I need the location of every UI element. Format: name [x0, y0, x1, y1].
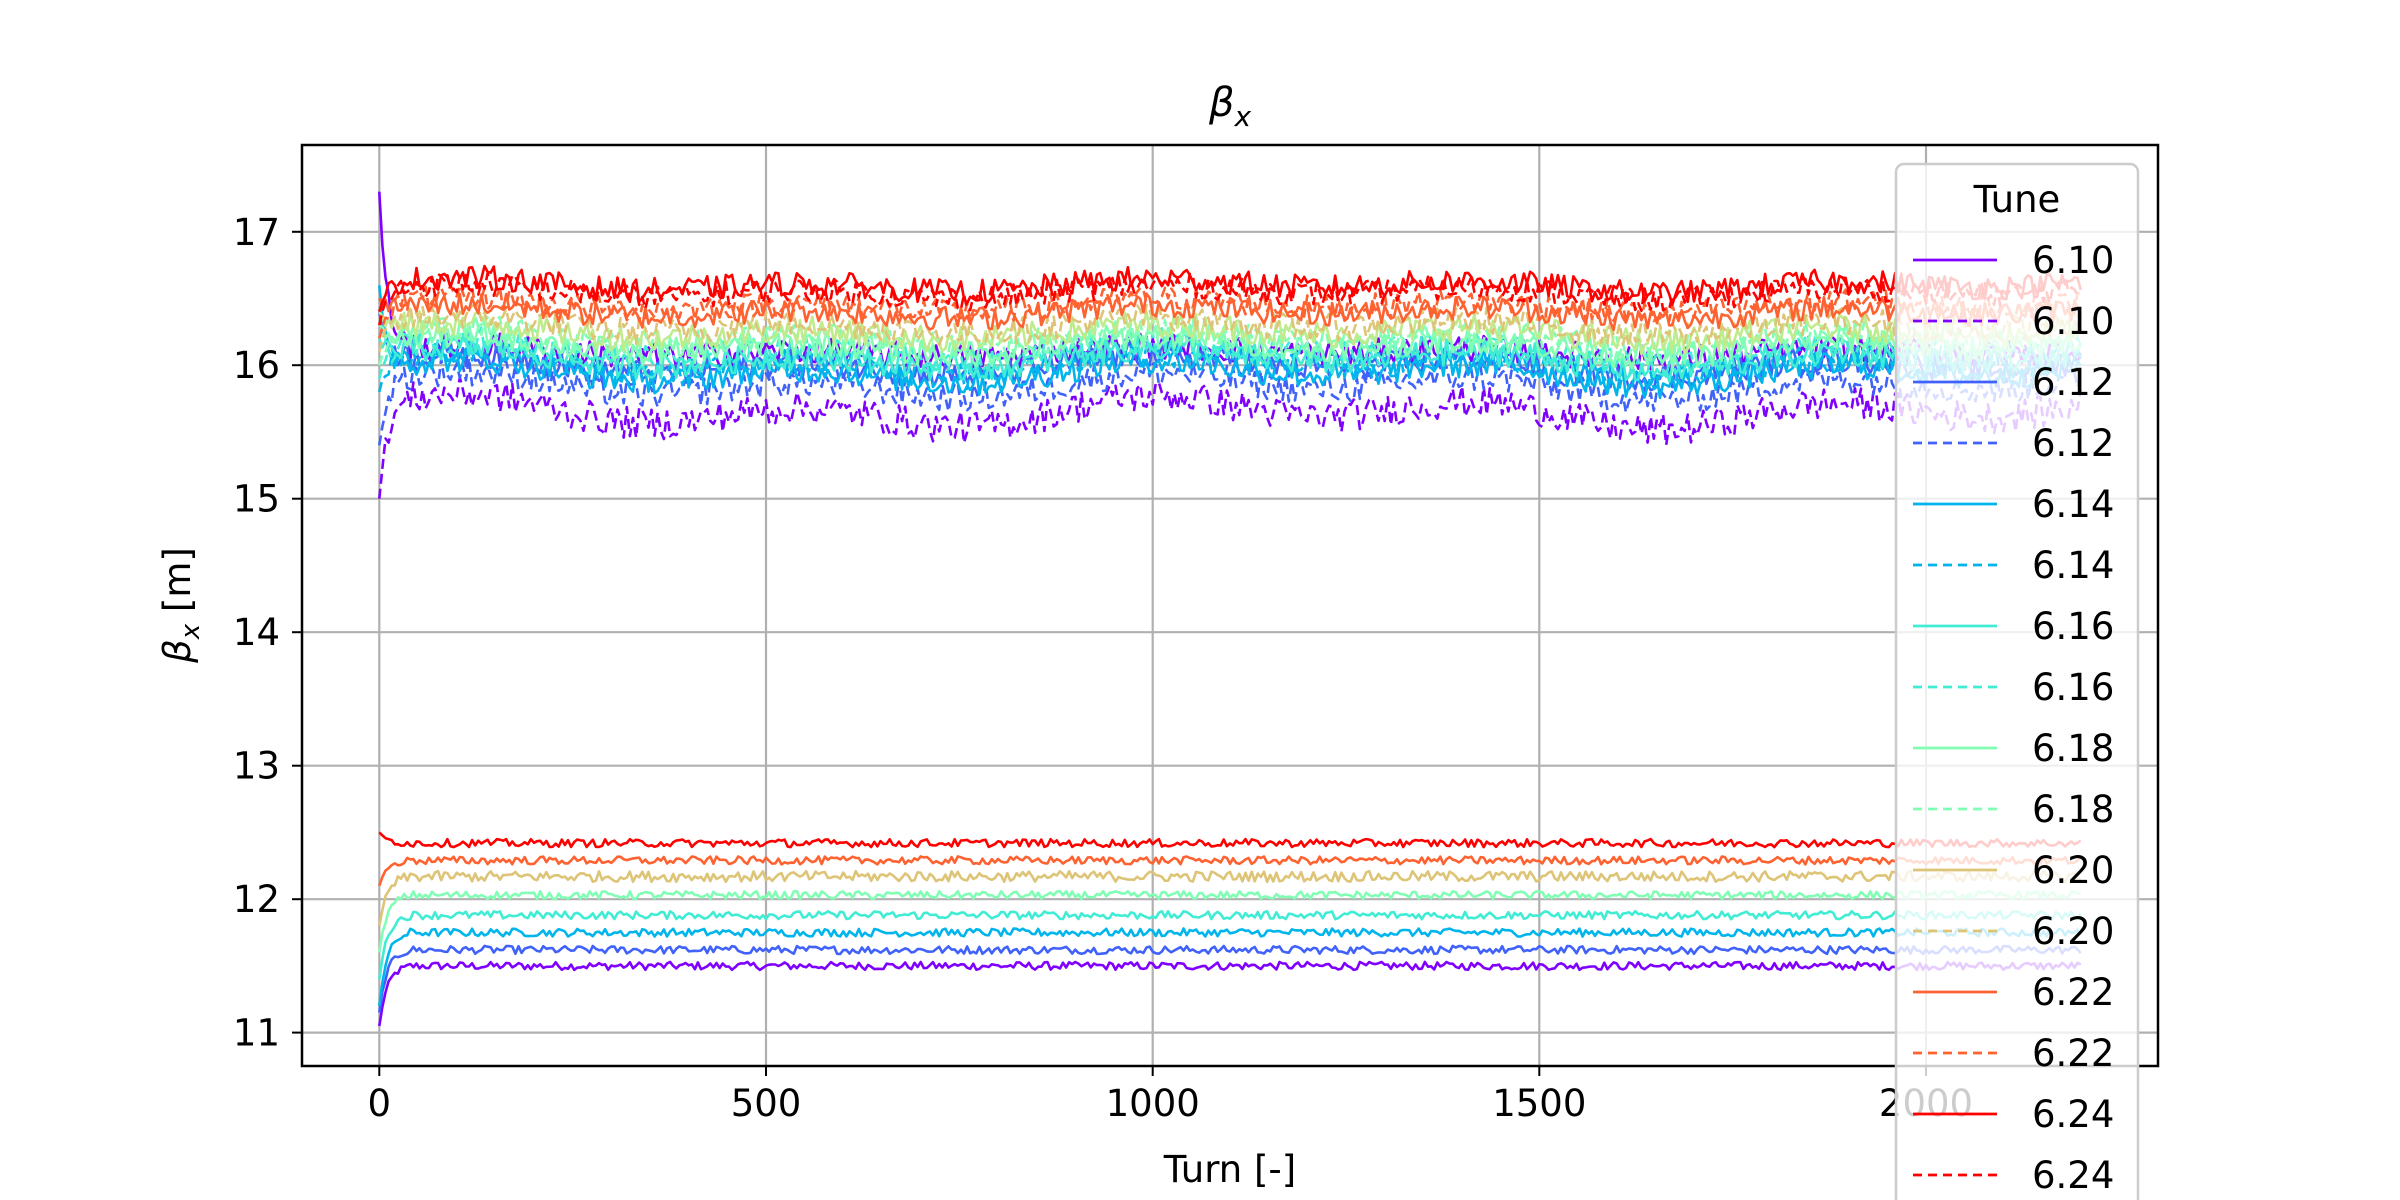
series-line-lower-6-16	[378, 909, 2082, 980]
legend-label: 6.12	[2032, 361, 2114, 404]
legend-box	[1894, 162, 2140, 1200]
legend-label: 6.16	[2032, 605, 2114, 648]
legend-label: 6.14	[2032, 544, 2114, 587]
series-line-lower-6-18	[378, 889, 2082, 953]
axis-ticks: 050010001500200011121314151617	[233, 211, 1973, 1125]
legend-label: 6.22	[2032, 971, 2114, 1014]
legend-label: 6.10	[2032, 300, 2114, 343]
legend-label: 6.12	[2032, 422, 2114, 465]
y-tick-label: 15	[233, 478, 280, 521]
series-line-lower-6-10	[378, 960, 2082, 1027]
legend-items: 6.10 6.10 6.12 6.12 6.14 6.14 6.16 6.16 6.18 6.18…	[1913, 239, 2114, 1197]
y-tick-label: 11	[233, 1012, 280, 1055]
x-tick-label: 1500	[1492, 1082, 1586, 1125]
chart-title-subscript: x	[1233, 100, 1251, 133]
y-axis-label: βx [m]	[156, 547, 206, 664]
y-axis-label-subscript: x	[176, 623, 206, 640]
legend-label: 6.14	[2032, 483, 2114, 526]
series-line-lower-6-22	[378, 855, 2082, 887]
y-tick-label: 16	[233, 344, 280, 387]
series-line-upper-6-22	[378, 292, 2082, 332]
series-line-lower-6-20	[378, 869, 2082, 927]
legend-label: 6.24	[2032, 1093, 2114, 1136]
legend-label: 6.20	[2032, 910, 2114, 953]
series-line-lower-6-24	[378, 831, 2082, 849]
legend-title: Tune	[1973, 178, 2061, 221]
x-tick-label: 0	[368, 1082, 392, 1125]
x-axis-label: Turn [-]	[1163, 1148, 1296, 1191]
series-line-upper-6-22-dashed	[378, 284, 2082, 339]
legend-label: 6.20	[2032, 849, 2114, 892]
y-axis-label-symbol: β	[156, 639, 199, 664]
legend-label: 6.22	[2032, 1032, 2114, 1075]
series-line-upper-6-20	[378, 310, 2082, 356]
series-line-upper-6-24	[378, 264, 2082, 313]
series-line-lower-6-12	[378, 944, 2082, 1013]
x-tick-label: 1000	[1106, 1082, 1200, 1125]
y-axis-label-unit: [m]	[156, 547, 199, 624]
series-line-upper-6-24-dashed	[378, 272, 2081, 326]
legend-label: 6.16	[2032, 666, 2114, 709]
y-tick-label: 17	[233, 211, 280, 254]
chart-title: βx	[1208, 80, 1252, 133]
x-tick-label: 500	[731, 1082, 802, 1125]
legend-label: 6.18	[2032, 788, 2114, 831]
series-line-upper-6-18	[378, 320, 2082, 370]
chart-title-symbol: β	[1208, 80, 1235, 126]
y-tick-label: 14	[233, 611, 280, 654]
series-line-lower-6-14	[378, 927, 2082, 1007]
y-tick-label: 13	[233, 745, 280, 788]
series-line-upper-6-10-dashed	[378, 376, 2082, 499]
y-tick-label: 12	[233, 878, 280, 921]
legend-label: 6.24	[2032, 1154, 2114, 1197]
legend-label: 6.10	[2032, 239, 2114, 282]
legend: Tune 6.106.106.126.126.146.146.166.166.1…	[1894, 162, 2140, 1200]
series-layer	[378, 191, 2082, 1027]
legend-label: 6.18	[2032, 727, 2114, 770]
plot-frame	[300, 143, 2160, 1068]
